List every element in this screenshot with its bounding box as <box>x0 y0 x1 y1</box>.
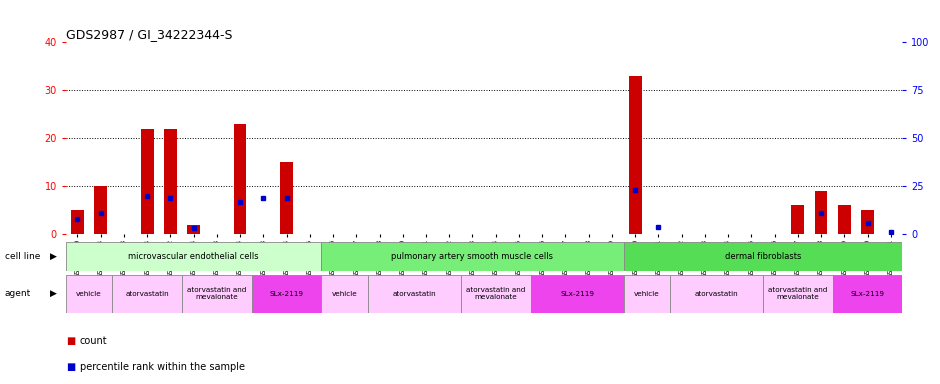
Bar <box>164 129 177 234</box>
Text: SLx-2119: SLx-2119 <box>270 291 304 297</box>
Text: ■: ■ <box>66 362 75 372</box>
Text: atorvastatin: atorvastatin <box>393 291 436 297</box>
Text: pulmonary artery smooth muscle cells: pulmonary artery smooth muscle cells <box>391 252 554 261</box>
Bar <box>833 275 902 313</box>
Bar <box>141 129 153 234</box>
Bar <box>182 275 252 313</box>
Bar <box>94 186 107 234</box>
Bar <box>280 162 293 234</box>
Bar <box>670 275 763 313</box>
Text: ▶: ▶ <box>50 252 56 261</box>
Text: atorvastatin: atorvastatin <box>125 291 169 297</box>
Bar <box>252 275 321 313</box>
Bar <box>66 242 321 271</box>
Text: vehicle: vehicle <box>332 291 357 297</box>
Bar <box>234 124 246 234</box>
Text: SLx-2119: SLx-2119 <box>851 291 885 297</box>
Bar <box>861 210 874 234</box>
Text: atorvastatin and
mevalonate: atorvastatin and mevalonate <box>187 287 246 300</box>
Text: percentile rank within the sample: percentile rank within the sample <box>80 362 245 372</box>
Bar <box>112 275 182 313</box>
Text: GDS2987 / GI_34222344-S: GDS2987 / GI_34222344-S <box>66 28 232 41</box>
Bar <box>629 76 641 234</box>
Bar <box>66 275 112 313</box>
Bar <box>530 275 623 313</box>
Text: atorvastatin and
mevalonate: atorvastatin and mevalonate <box>466 287 525 300</box>
Text: vehicle: vehicle <box>76 291 102 297</box>
Bar <box>623 275 670 313</box>
Bar <box>321 242 623 271</box>
Text: ▶: ▶ <box>50 289 56 298</box>
Bar <box>368 275 461 313</box>
Text: ■: ■ <box>66 336 75 346</box>
Bar <box>187 225 200 234</box>
Text: cell line: cell line <box>5 252 40 261</box>
Text: microvascular endothelial cells: microvascular endothelial cells <box>128 252 258 261</box>
Bar <box>71 210 84 234</box>
Bar <box>623 242 902 271</box>
Bar <box>321 275 368 313</box>
Text: atorvastatin: atorvastatin <box>695 291 738 297</box>
Bar <box>838 205 851 234</box>
Text: agent: agent <box>5 289 31 298</box>
Text: SLx-2119: SLx-2119 <box>560 291 594 297</box>
Bar <box>791 205 805 234</box>
Bar <box>763 275 833 313</box>
Text: atorvastatin and
mevalonate: atorvastatin and mevalonate <box>768 287 827 300</box>
Text: dermal fibroblasts: dermal fibroblasts <box>725 252 801 261</box>
Bar <box>461 275 530 313</box>
Text: vehicle: vehicle <box>634 291 660 297</box>
Bar <box>815 191 827 234</box>
Text: count: count <box>80 336 107 346</box>
